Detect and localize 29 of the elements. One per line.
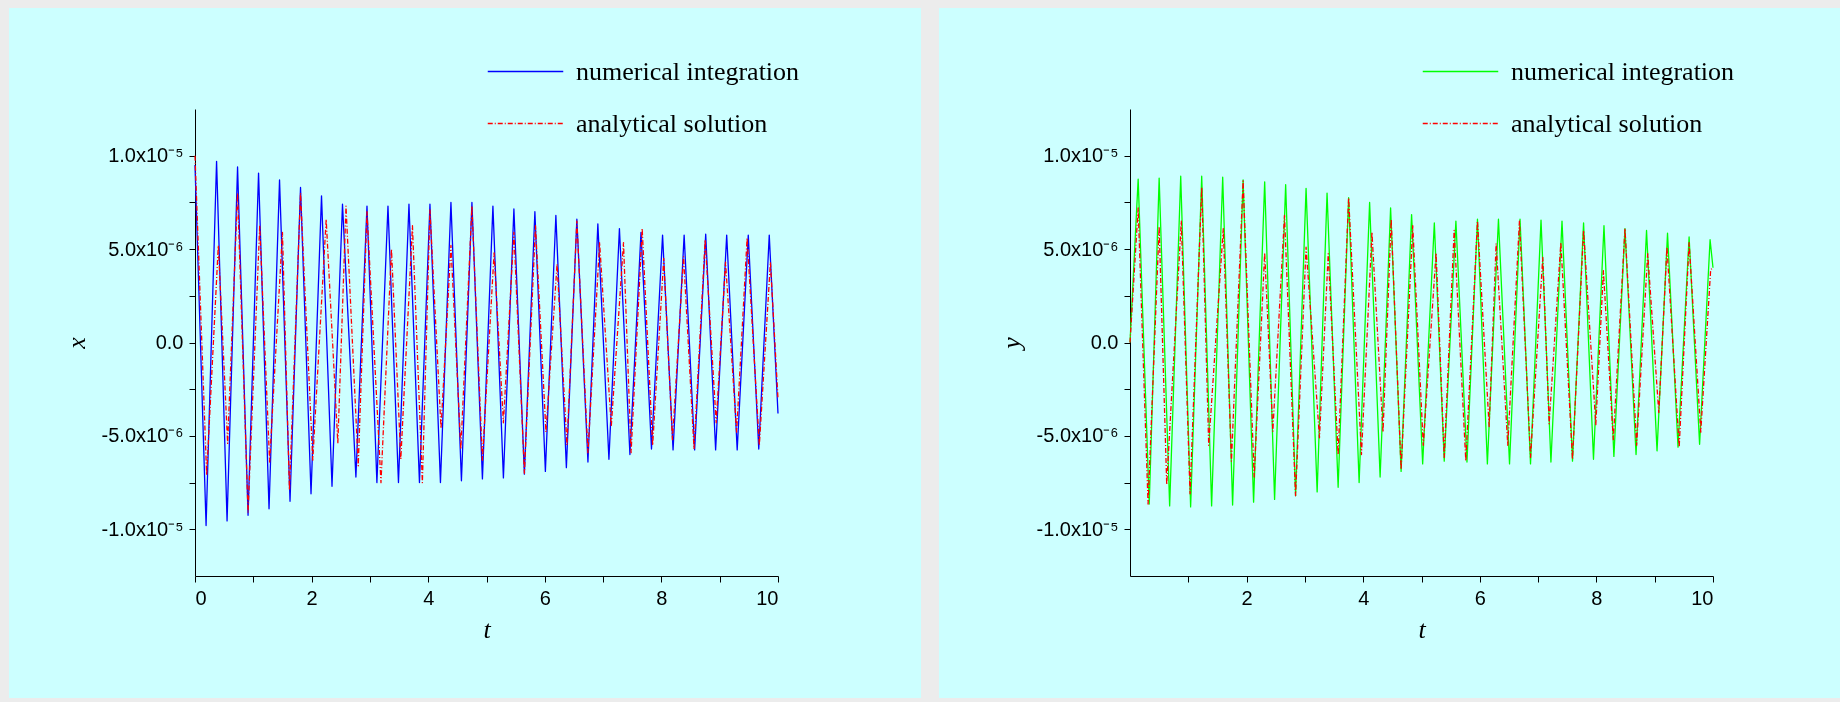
- y-tick-label: 5.0x10⁻⁶: [1043, 237, 1119, 260]
- legend-label: analytical solution: [576, 108, 768, 138]
- y-tick-label: -5.0x10⁻⁶: [101, 424, 184, 447]
- y-tick-label: -5.0x10⁻⁶: [1036, 424, 1119, 447]
- legend-label: numerical integration: [576, 56, 800, 86]
- x-tick-label: 10: [756, 586, 779, 609]
- y-tick-label: 0.0: [1090, 331, 1119, 353]
- x-tick-label: 2: [306, 586, 318, 609]
- x-tick-label: 6: [1474, 586, 1486, 609]
- y-axis-title: y: [996, 336, 1026, 352]
- x-axis-title: t: [483, 614, 492, 644]
- y-tick-label: 1.0x10⁻⁵: [1043, 144, 1119, 167]
- y-tick-label: -1.0x10⁻⁵: [1036, 517, 1119, 540]
- y-tick-label: 5.0x10⁻⁶: [108, 237, 184, 260]
- x-tick-label: 10: [1691, 586, 1714, 609]
- y-axis-title: x: [61, 336, 91, 350]
- x-tick-label: 4: [423, 586, 435, 609]
- x-tick-label: 2: [1241, 586, 1253, 609]
- x-axis-title: t: [1418, 614, 1427, 644]
- y-tick-label: -1.0x10⁻⁵: [101, 517, 184, 540]
- y-tick-label: 0.0: [155, 331, 184, 353]
- legend-label: analytical solution: [1511, 108, 1703, 138]
- x-tick-label: 4: [1358, 586, 1370, 609]
- x-tick-label: 8: [1591, 586, 1603, 609]
- x-tick-label: 6: [539, 586, 551, 609]
- y-tick-label: 1.0x10⁻⁵: [108, 144, 184, 167]
- legend-label: numerical integration: [1511, 56, 1735, 86]
- x-tick-label: 8: [656, 586, 668, 609]
- x-tick-label: 0: [195, 586, 207, 609]
